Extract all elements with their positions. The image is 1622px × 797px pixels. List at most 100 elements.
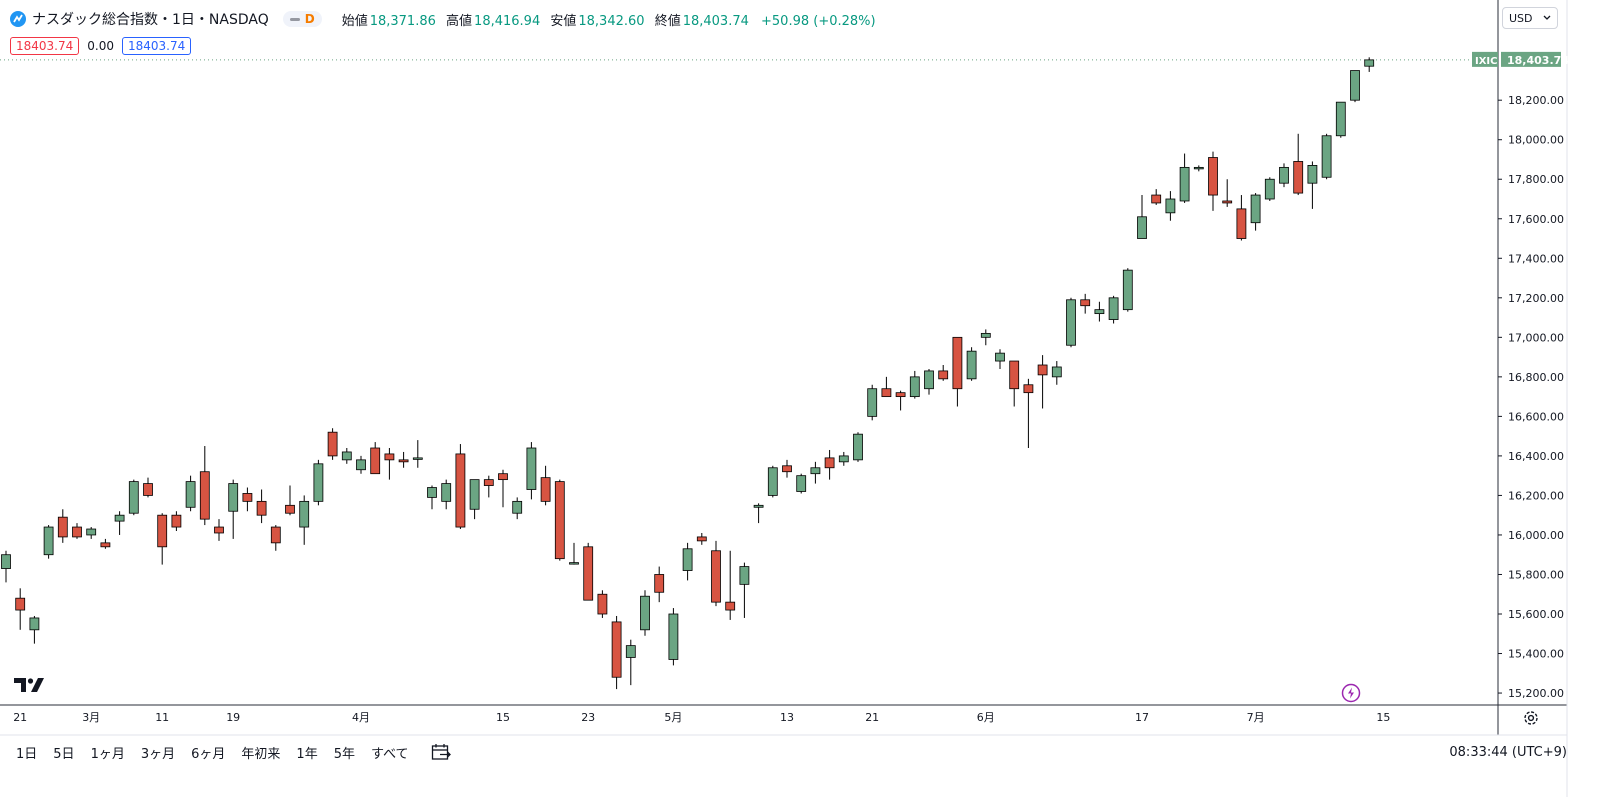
candle-body[interactable]: [1165, 198, 1176, 214]
candle-body[interactable]: [540, 477, 551, 502]
candle-body[interactable]: [1208, 157, 1218, 196]
candle-body[interactable]: [469, 479, 480, 510]
candle-body[interactable]: [583, 546, 594, 601]
candle-body[interactable]: [299, 500, 310, 528]
candle-body[interactable]: [242, 493, 253, 502]
candle-body[interactable]: [1009, 360, 1020, 390]
range-button[interactable]: 1日: [16, 746, 38, 762]
candle-body[interactable]: [100, 542, 111, 548]
candle-body[interactable]: [853, 433, 863, 461]
candle-body[interactable]: [214, 526, 224, 534]
candle-body[interactable]: [1137, 216, 1147, 239]
range-button[interactable]: 1年: [296, 746, 318, 762]
lightning-icon[interactable]: [1341, 683, 1361, 707]
candle-body[interactable]: [1108, 297, 1119, 320]
candle-body[interactable]: [398, 459, 409, 463]
date-range-calendar-icon[interactable]: [431, 743, 451, 761]
candle-body[interactable]: [526, 447, 537, 490]
candle-body[interactable]: [1222, 200, 1233, 204]
candle-body[interactable]: [285, 504, 295, 514]
range-button[interactable]: すべて: [370, 746, 409, 762]
candle-body[interactable]: [356, 459, 366, 471]
candle-body[interactable]: [980, 332, 991, 338]
candle-body[interactable]: [1364, 59, 1375, 67]
candle-body[interactable]: [696, 536, 707, 542]
candle-body[interactable]: [313, 463, 324, 502]
candle-body[interactable]: [895, 392, 906, 398]
market-status-pill[interactable]: D: [282, 11, 322, 27]
candle-body[interactable]: [1307, 165, 1318, 184]
candle-body[interactable]: [824, 457, 835, 469]
candle-body[interactable]: [1037, 364, 1048, 376]
candle-body[interactable]: [256, 500, 267, 516]
range-button[interactable]: 5日: [53, 746, 75, 762]
range-button[interactable]: 3ヶ月: [140, 746, 176, 762]
candle-body[interactable]: [384, 453, 395, 461]
candle-body[interactable]: [327, 431, 338, 457]
candle-body[interactable]: [952, 336, 963, 390]
candle-body[interactable]: [1122, 269, 1133, 311]
candle-body[interactable]: [711, 550, 721, 603]
currency-select[interactable]: USD: [1502, 7, 1558, 29]
range-button[interactable]: 年初来: [241, 746, 281, 762]
candle-body[interactable]: [796, 475, 807, 492]
candle-body[interactable]: [370, 447, 381, 475]
candle-body[interactable]: [199, 471, 210, 520]
candle-body[interactable]: [569, 562, 579, 565]
candle-body[interactable]: [668, 613, 679, 660]
candle-body[interactable]: [441, 483, 452, 502]
candle-body[interactable]: [1236, 208, 1247, 239]
candle-body[interactable]: [1350, 70, 1360, 101]
candle-body[interactable]: [1151, 194, 1162, 204]
candle-body[interactable]: [1066, 299, 1076, 346]
candle-body[interactable]: [1293, 161, 1304, 194]
candle-body[interactable]: [640, 595, 650, 631]
candle-body[interactable]: [270, 526, 281, 544]
candle-body[interactable]: [966, 350, 977, 380]
candle-body[interactable]: [1094, 309, 1105, 315]
candle-body[interactable]: [171, 514, 182, 528]
chart-settings-gear-icon[interactable]: [1522, 709, 1540, 731]
candle-body[interactable]: [767, 467, 778, 496]
buy-button[interactable]: 18403.74: [121, 37, 192, 55]
candle-body[interactable]: [611, 621, 622, 678]
candle-body[interactable]: [625, 645, 636, 658]
candle-body[interactable]: [72, 526, 82, 538]
candle-body[interactable]: [909, 376, 920, 398]
range-button[interactable]: 6ヶ月: [191, 746, 226, 762]
candle-body[interactable]: [57, 516, 68, 538]
candle-body[interactable]: [838, 455, 849, 463]
candle-body[interactable]: [554, 481, 565, 560]
candle-body[interactable]: [512, 500, 523, 514]
candle-body[interactable]: [15, 597, 26, 611]
symbol-title[interactable]: ナスダック総合指数・1日・NASDAQ: [32, 12, 269, 28]
candle-body[interactable]: [43, 526, 54, 556]
candle-body[interactable]: [1023, 384, 1034, 394]
candle-body[interactable]: [938, 370, 949, 380]
candle-body[interactable]: [86, 528, 97, 536]
candle-body[interactable]: [341, 451, 352, 461]
candle-body[interactable]: [1, 554, 11, 569]
sell-button[interactable]: 18403.74: [10, 37, 80, 55]
candle-body[interactable]: [1250, 194, 1261, 224]
candle-body[interactable]: [455, 453, 466, 528]
candle-body[interactable]: [1080, 299, 1091, 307]
candle-body[interactable]: [782, 465, 792, 473]
candle-body[interactable]: [867, 388, 878, 417]
candle-body[interactable]: [924, 370, 934, 390]
range-button[interactable]: 1ヶ月: [90, 746, 125, 762]
candle-body[interactable]: [682, 548, 693, 571]
candle-body[interactable]: [995, 352, 1005, 362]
candle-body[interactable]: [128, 481, 139, 514]
candle-body[interactable]: [881, 388, 892, 398]
candle-body[interactable]: [725, 601, 736, 611]
candle-body[interactable]: [143, 483, 153, 496]
candle-body[interactable]: [753, 504, 764, 508]
candle-body[interactable]: [810, 467, 821, 475]
candle-body[interactable]: [114, 514, 125, 522]
candle-body[interactable]: [29, 617, 40, 631]
candle-body[interactable]: [228, 483, 239, 512]
candle-body[interactable]: [654, 574, 665, 593]
candle-body[interactable]: [1264, 178, 1275, 200]
candle-body[interactable]: [157, 514, 168, 548]
